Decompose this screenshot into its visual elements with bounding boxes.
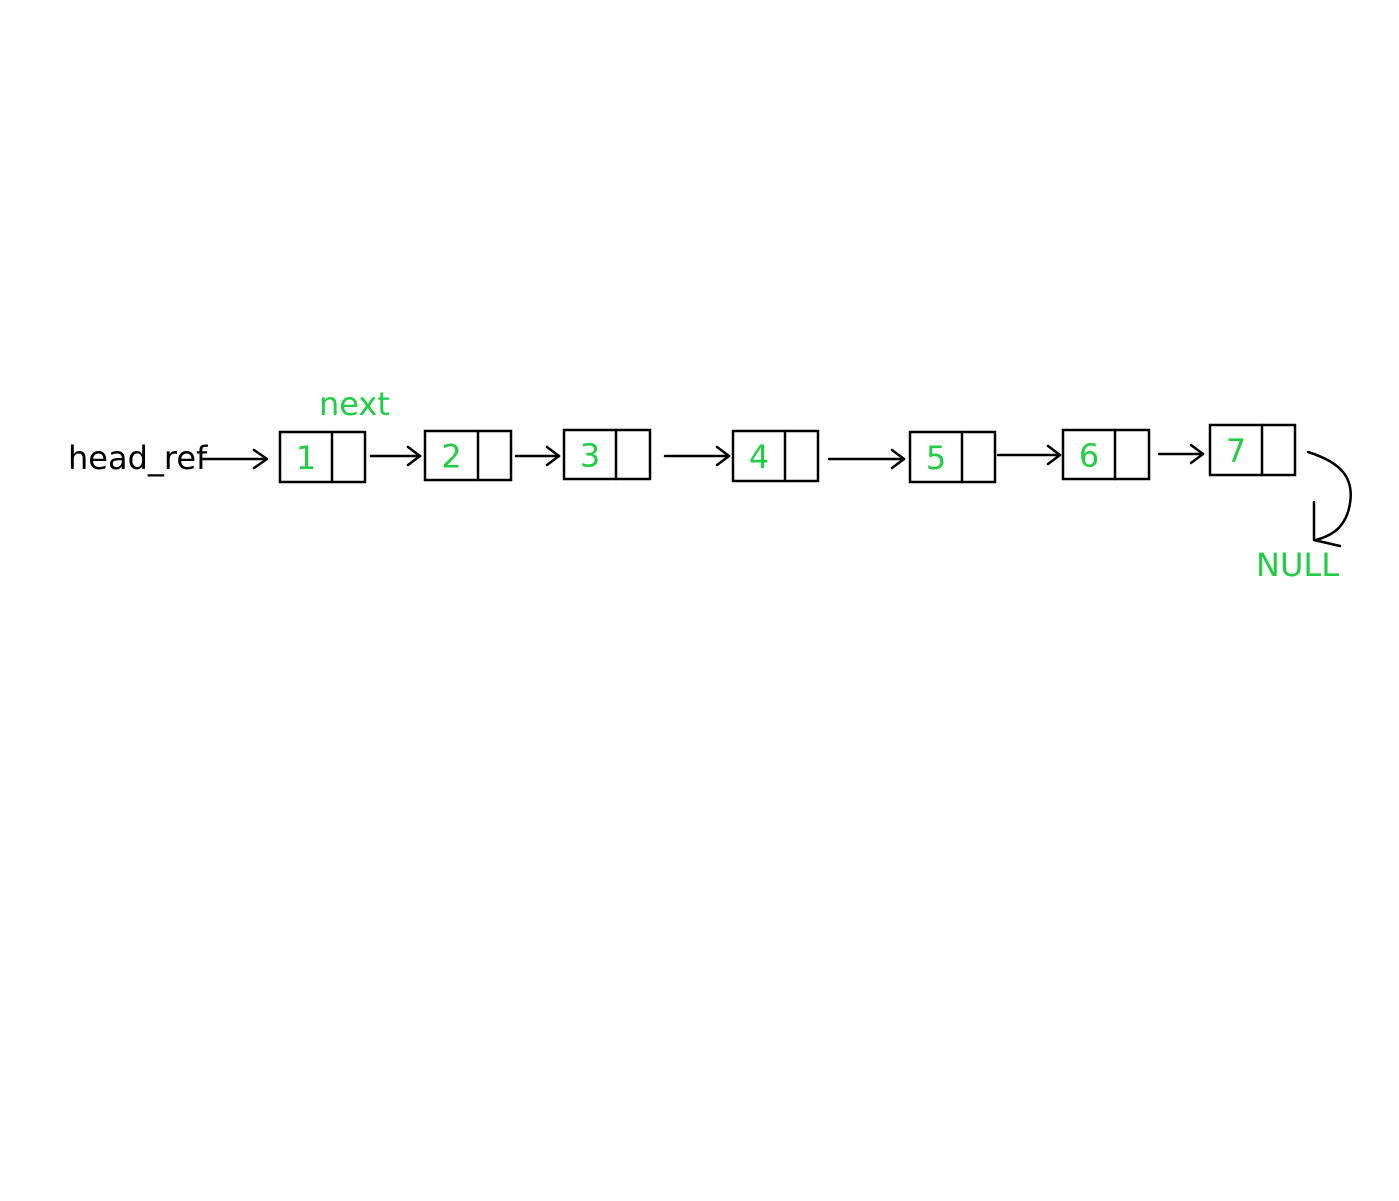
node-box: [278, 430, 367, 484]
next-pointer-arrow: [369, 445, 422, 467]
node-box: [731, 429, 820, 483]
list-node: 3: [562, 428, 652, 481]
null-arrow: [1306, 450, 1352, 548]
node-value: 1: [296, 439, 316, 477]
node-value: 7: [1226, 432, 1246, 470]
node-box: [1061, 428, 1151, 481]
list-node: 6: [1061, 428, 1151, 481]
node-value: 4: [749, 438, 769, 476]
next-pointer-arrow: [663, 445, 731, 467]
arrows-layer: [369, 443, 1205, 470]
head-ref-label: head_ref: [68, 439, 208, 477]
null-label: NULL: [1256, 546, 1339, 584]
next-pointer-arrow: [996, 444, 1062, 466]
node-box: [908, 430, 997, 484]
list-node: 7: [1208, 423, 1297, 477]
node-value: 3: [580, 437, 600, 475]
node-box: [423, 429, 513, 482]
node-value: 5: [926, 439, 946, 477]
list-node: 1: [278, 430, 367, 484]
next-pointer-arrow: [1157, 443, 1205, 465]
next-pointer-arrow: [827, 448, 906, 470]
list-node: 2: [423, 429, 513, 482]
node-box: [562, 428, 652, 481]
list-node: 5: [908, 430, 997, 484]
next-pointer-arrow: [514, 445, 561, 467]
head-arrow: [201, 448, 269, 470]
node-value: 6: [1079, 437, 1099, 475]
node-box: [1208, 423, 1297, 477]
list-node: 4: [731, 429, 820, 483]
nodes-layer: 1 2 3 4 5 6 7: [278, 423, 1297, 484]
next-label: next: [319, 385, 390, 423]
node-value: 2: [441, 438, 461, 476]
